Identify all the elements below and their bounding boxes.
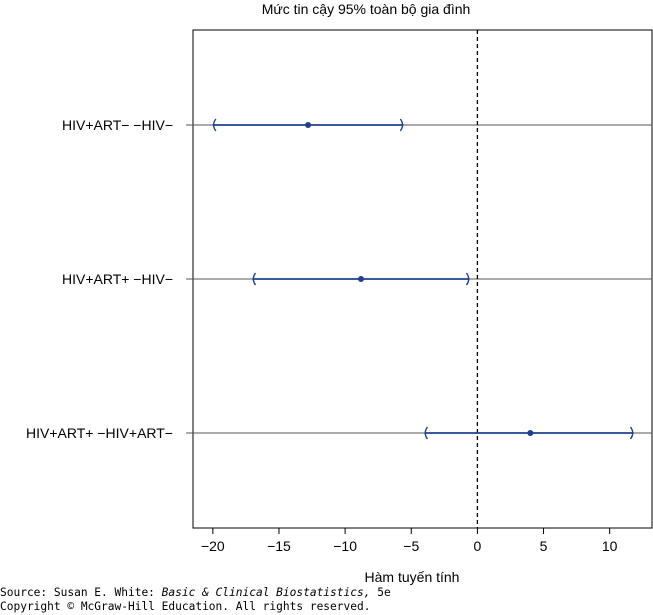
interval-upper-bracket: [465, 272, 470, 286]
interval-upper-bracket: [629, 426, 634, 440]
row-label: HIV+ART+ −HIV+ART−: [26, 425, 173, 441]
source-edition: 5e: [370, 586, 391, 599]
interval-lower-bracket: [424, 426, 429, 440]
x-tick-label: −20: [201, 538, 225, 554]
copyright-line: Copyright © McGraw-Hill Education. All r…: [0, 600, 371, 613]
x-tick-label: 10: [602, 538, 618, 554]
interval-lower-bracket: [212, 118, 217, 132]
x-tick-label: 5: [540, 538, 548, 554]
point-estimate: [357, 276, 364, 282]
x-axis-title: Hàm tuyến tính: [365, 569, 460, 585]
point-estimate: [527, 430, 534, 436]
source-book-title: Basic & Clinical Biostatistics,: [161, 586, 371, 599]
interval-upper-bracket: [399, 118, 404, 132]
row-label: HIV+ART+ −HIV−: [62, 271, 173, 287]
interval-lower-bracket: [252, 272, 257, 286]
x-tick-label: 0: [473, 538, 481, 554]
chart-title: Mức tin cậy 95% toàn bộ gia đình: [262, 1, 471, 17]
plot-area: HIV+ART− −HIV− HIV+ART+ −HIV− HIV+ART+ −HI…: [26, 29, 653, 554]
point-estimate: [305, 122, 312, 128]
x-tick-label: −15: [267, 538, 291, 554]
x-tick-label: −10: [333, 538, 357, 554]
source-citation: Source: Susan E. White: Basic & Clinical…: [0, 586, 391, 614]
source-prefix: Source: Susan E. White:: [0, 586, 162, 599]
source-line: Source: Susan E. White: Basic & Clinical…: [0, 586, 391, 600]
row-label: HIV+ART− −HIV−: [62, 117, 173, 133]
x-tick-label: −5: [403, 538, 419, 554]
